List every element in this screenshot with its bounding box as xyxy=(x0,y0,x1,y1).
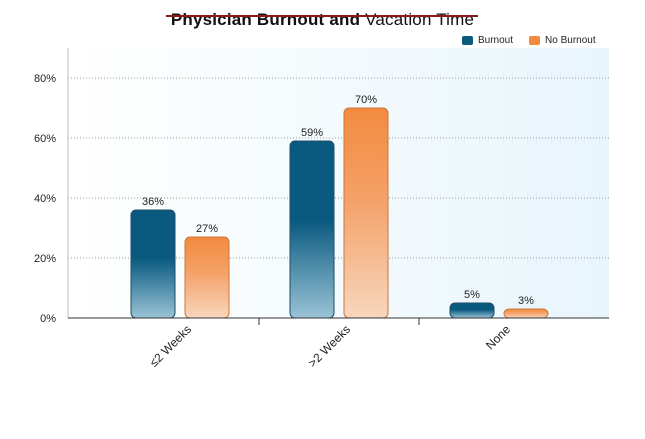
data-label-no-burnout: 27% xyxy=(196,223,218,235)
legend-label-no-burnout: No Burnout xyxy=(545,35,596,46)
grid-lines xyxy=(68,77,609,259)
x-tick-labels: ≤2 Weeks >2 Weeks None xyxy=(147,322,514,370)
chart-title-bold: Physician Burnout and xyxy=(170,10,361,29)
legend-item-burnout: Burnout xyxy=(462,35,513,46)
y-tick-labels: 0% 20% 40% 60% 80% xyxy=(34,73,56,325)
legend-swatch-burnout xyxy=(462,36,473,45)
title-rule xyxy=(166,15,478,17)
chart-title-area: Physician Burnout and Vacation Time xyxy=(0,10,645,30)
bar-no-burnout xyxy=(503,308,549,319)
legend: Burnout No Burnout xyxy=(462,35,612,46)
bar-burnout xyxy=(130,209,176,319)
legend-swatch-no-burnout xyxy=(529,36,541,45)
bar-burnout xyxy=(289,140,335,319)
x-tick-label: >2 Weeks xyxy=(305,322,353,370)
data-label-burnout: 5% xyxy=(464,289,480,301)
bar-no-burnout xyxy=(343,107,389,319)
legend-label-burnout: Burnout xyxy=(478,35,514,46)
bar-no-burnout xyxy=(184,236,230,319)
data-labels: 36% 27% 59% 70% 5% 3% xyxy=(142,94,534,307)
bars xyxy=(130,107,549,319)
y-tick-label: 20% xyxy=(34,253,56,265)
legend-item-no-burnout: No Burnout xyxy=(529,35,596,46)
y-tick-label: 40% xyxy=(34,193,56,205)
x-tick-marks xyxy=(258,318,420,325)
x-tick-label: None xyxy=(483,322,513,352)
data-label-burnout: 36% xyxy=(142,196,164,208)
y-tick-label: 60% xyxy=(34,133,56,145)
chart-title: Physician Burnout and Vacation Time xyxy=(171,10,474,30)
y-tick-label: 0% xyxy=(40,313,56,325)
bar-burnout xyxy=(449,302,495,319)
chart-title-light: Vacation Time xyxy=(365,10,475,29)
y-tick-label: 80% xyxy=(34,73,56,85)
data-label-burnout: 59% xyxy=(301,127,323,139)
x-tick-label: ≤2 Weeks xyxy=(147,322,194,369)
data-label-no-burnout: 3% xyxy=(518,295,534,307)
data-label-no-burnout: 70% xyxy=(355,94,377,106)
